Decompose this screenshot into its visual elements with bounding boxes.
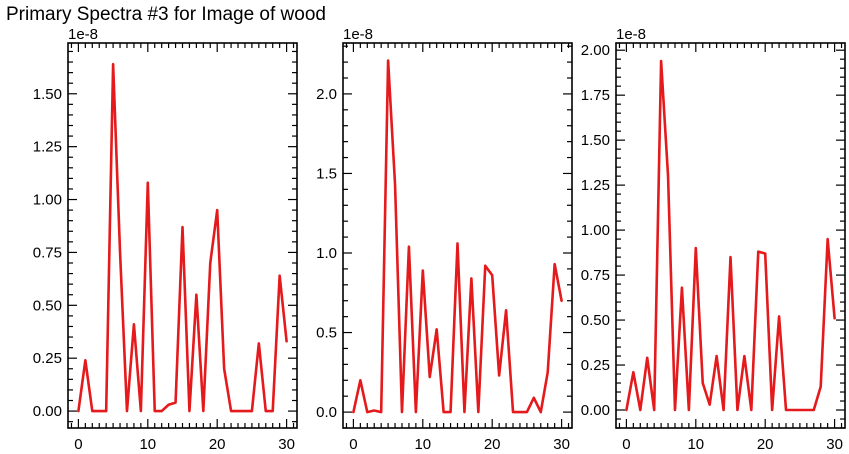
y-tick-label: 0.5 xyxy=(316,325,337,342)
axes-frame xyxy=(615,42,846,429)
series-line xyxy=(77,62,288,413)
x-tick-label: 30 xyxy=(278,436,295,453)
subplot-3: 0 10 20 30 0.00 0.25 0.50 0.75 1.00 1.25 1.50 1.75 2… xyxy=(581,26,846,453)
y-offset-label: 1e-8 xyxy=(616,26,646,43)
subplot-2: 0 10 20 30 0.0 0.5 1.0 1.5 2.0 1e-8 xyxy=(316,26,573,453)
y-tick-label: 0.50 xyxy=(581,312,610,329)
y-tick-label: 1.25 xyxy=(581,177,610,194)
y-tick-label: 0.25 xyxy=(581,357,610,374)
x-tick-label: 30 xyxy=(553,436,570,453)
y-tick-label: 0.50 xyxy=(33,297,62,314)
y-tick-label: 1.50 xyxy=(33,86,62,103)
x-tick-label: 20 xyxy=(209,436,226,453)
y-tick-label: 1.75 xyxy=(581,87,610,104)
series-line xyxy=(625,59,836,412)
y-tick-label: 0.0 xyxy=(316,404,337,421)
y-tick-label: 0.00 xyxy=(33,403,62,420)
series-line xyxy=(352,59,563,414)
y-tick-label: 1.00 xyxy=(581,222,610,239)
y-tick-label: 2.00 xyxy=(581,42,610,59)
y-tick-label: 1.5 xyxy=(316,165,337,182)
x-tick-label: 10 xyxy=(414,436,431,453)
y-tick-label: 1.0 xyxy=(316,245,337,262)
y-tick-label: 0.75 xyxy=(33,244,62,261)
x-tick-label: 0 xyxy=(622,436,630,453)
y-tick-label: 2.0 xyxy=(316,86,337,103)
y-tick-label: 1.25 xyxy=(33,139,62,156)
y-tick-label: 0.25 xyxy=(33,350,62,367)
x-tick-label: 0 xyxy=(74,436,82,453)
y-offset-label: 1e-8 xyxy=(343,26,373,43)
y-tick-label: 1.50 xyxy=(581,132,610,149)
figure-title: Primary Spectra #3 for Image of wood xyxy=(6,4,326,25)
subplot-1: 0 10 20 30 0.00 0.25 0.50 0.75 1.00 1.25 1.50 1e-8 xyxy=(33,26,298,453)
x-tick-label: 20 xyxy=(757,436,774,453)
y-tick-label: 1.00 xyxy=(33,192,62,209)
y-tick-label: 0.75 xyxy=(581,267,610,284)
x-tick-label: 0 xyxy=(349,436,357,453)
axes-frame xyxy=(342,42,573,429)
x-tick-label: 10 xyxy=(687,436,704,453)
x-tick-label: 20 xyxy=(484,436,501,453)
x-tick-label: 30 xyxy=(826,436,843,453)
x-tick-label: 10 xyxy=(139,436,156,453)
y-offset-label: 1e-8 xyxy=(68,26,98,43)
y-tick-label: 0.00 xyxy=(581,402,610,419)
